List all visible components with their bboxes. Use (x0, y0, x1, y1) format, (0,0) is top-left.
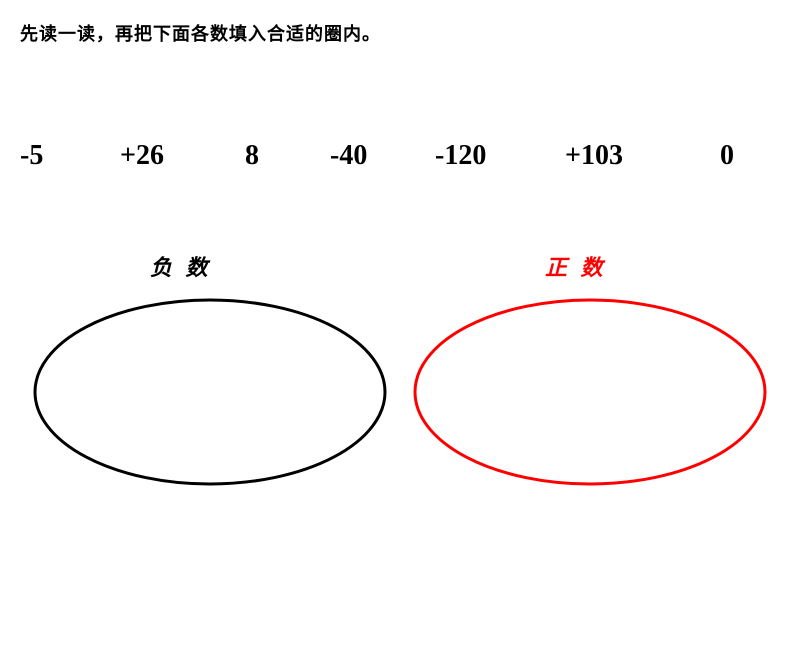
label-negative: 负 数 (150, 250, 212, 282)
instruction-text: 先读一读，再把下面各数填入合适的圈内。 (20, 20, 381, 46)
number-item: 8 (245, 140, 259, 172)
label-positive: 正 数 (545, 250, 607, 282)
number-item: -120 (435, 140, 486, 172)
number-item: 0 (720, 140, 734, 172)
number-item: -40 (330, 140, 367, 172)
number-item: -5 (20, 140, 43, 172)
ellipse-negative-container (30, 295, 390, 495)
ellipse-positive-container (410, 295, 770, 495)
number-item: +26 (120, 140, 164, 172)
number-item: +103 (565, 140, 623, 172)
ellipse-positive-icon (410, 295, 770, 490)
ellipse-negative-icon (30, 295, 390, 490)
